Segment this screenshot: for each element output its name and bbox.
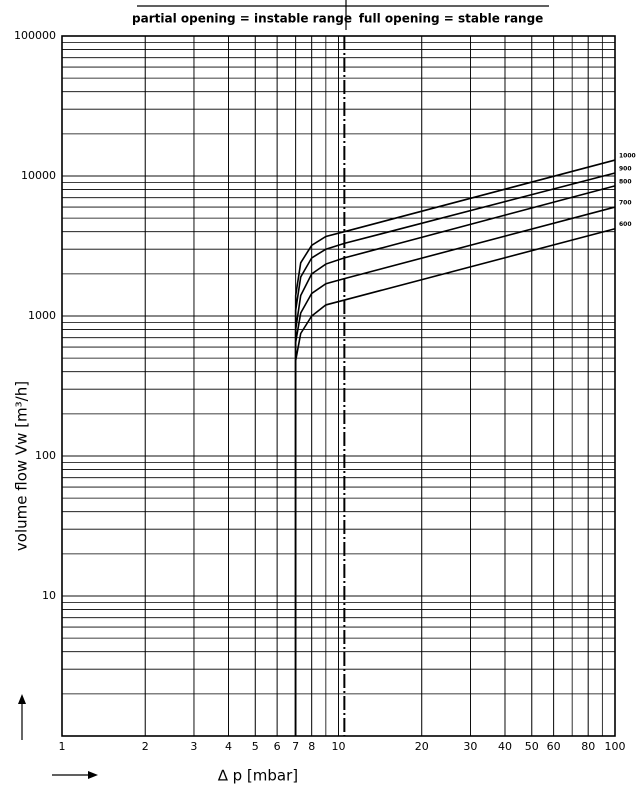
x-tick-label: 2: [142, 740, 149, 753]
curve-label: 600: [619, 221, 632, 228]
y-axis-label: volume flow Vw [m³/h]: [13, 381, 31, 551]
x-tick-label: 1: [59, 740, 66, 753]
plot-frame: [61, 35, 616, 737]
header-left: partial opening = instable range: [132, 12, 352, 26]
x-tick-label: 80: [581, 740, 595, 753]
x-tick-label: 7: [292, 740, 299, 753]
curve-label: 1000: [619, 153, 636, 160]
x-tick-label: 8: [308, 740, 315, 753]
x-tick-label: 100: [605, 740, 626, 753]
y-tick-label: 10000: [21, 169, 56, 182]
x-tick-label: 60: [547, 740, 561, 753]
x-tick-label: 10: [332, 740, 346, 753]
curve-label: 900: [619, 166, 632, 173]
x-tick-label: 20: [415, 740, 429, 753]
x-tick-label: 30: [463, 740, 477, 753]
x-tick-label: 4: [225, 740, 232, 753]
x-tick-label: 6: [274, 740, 281, 753]
header-right: full opening = stable range: [359, 12, 544, 26]
y-tick-label: 100: [35, 449, 56, 462]
arrow-right-head: [88, 771, 98, 779]
arrow-up-head: [18, 694, 26, 704]
x-tick-label: 40: [498, 740, 512, 753]
x-tick-label: 3: [190, 740, 197, 753]
x-tick-label: 50: [525, 740, 539, 753]
curve: [294, 227, 616, 736]
x-axis-label: ∆ p [mbar]: [217, 767, 298, 785]
curve: [294, 206, 616, 736]
curve: [294, 172, 616, 736]
curve: [294, 185, 616, 736]
curve: [294, 159, 616, 736]
y-tick-label: 10: [42, 589, 56, 602]
y-tick-label: 100000: [14, 29, 56, 42]
y-tick-label: 1000: [28, 309, 56, 322]
curve-label: 700: [619, 200, 632, 207]
x-tick-label: 5: [252, 740, 259, 753]
curve-label: 800: [619, 178, 632, 185]
